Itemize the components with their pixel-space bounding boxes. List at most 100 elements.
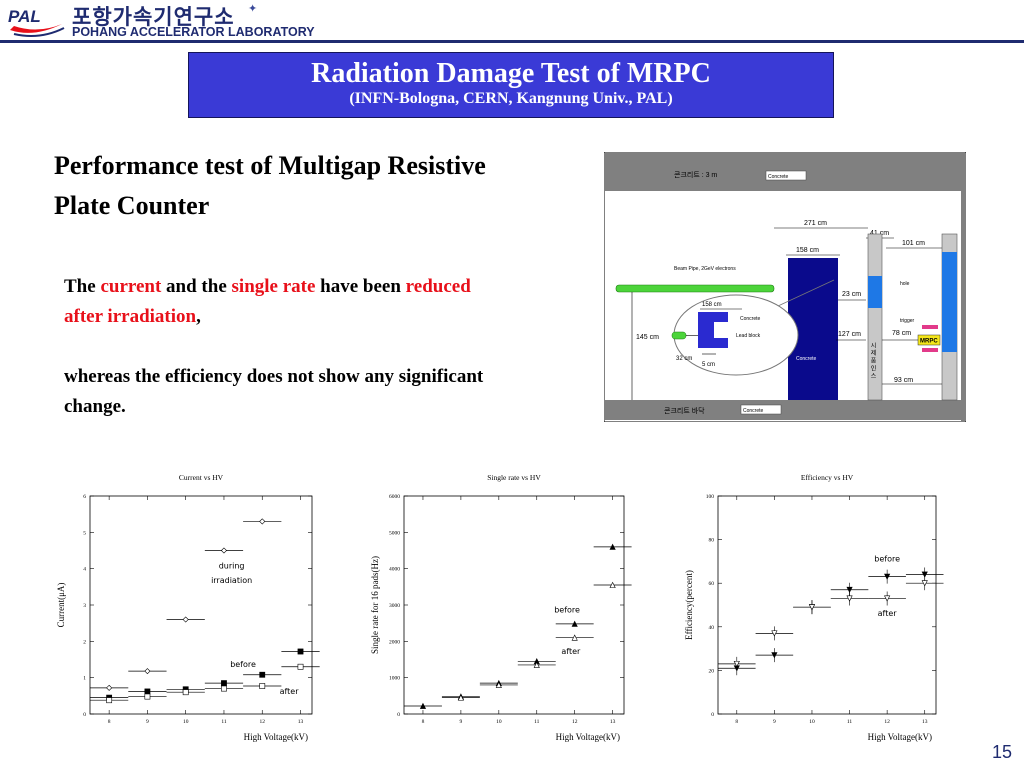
concrete-tag-label: Concrete <box>768 174 789 180</box>
beam-pipe-label: Beam Pipe, 2GeV electrons <box>674 266 736 272</box>
paragraph-current: The current and the single rate have bee… <box>64 272 484 332</box>
chart-annotation: after <box>561 647 581 656</box>
wall-hole <box>868 276 882 308</box>
inset-concrete-label: Concrete <box>740 316 761 322</box>
callout-line <box>777 279 835 307</box>
dim-label-101: 101 cm <box>902 240 925 247</box>
x-tick-label: 12 <box>884 719 890 725</box>
x-tick-label: 11 <box>221 719 227 725</box>
y-axis-label: Current(μA) <box>56 583 66 628</box>
header-divider <box>0 40 1024 43</box>
trigger-label: trigger <box>900 318 915 324</box>
sparkle-icon: ✦ <box>248 2 258 15</box>
dim-label-271: 271 cm <box>804 220 827 227</box>
right-wall-edge <box>961 153 965 421</box>
plot-frame <box>717 495 937 715</box>
y-axis-label: Single rate for 16 pads(Hz) <box>370 556 380 654</box>
lead-block <box>698 312 728 348</box>
y-tick-label: 5 <box>83 530 86 536</box>
y-tick-label: 2 <box>83 639 86 645</box>
dim-label-23: 23 cm <box>842 291 861 298</box>
beam-pipe <box>615 284 775 293</box>
data-point <box>495 681 502 688</box>
x-tick-label: 11 <box>534 719 540 725</box>
detector-window <box>942 252 957 352</box>
header-bar: PAL 포항가속기연구소 ✦ POHANG ACCELERATOR LABORA… <box>0 0 1024 46</box>
concrete-bottom-label: 콘크리트 바닥 <box>664 406 705 415</box>
emphasis-current: current <box>100 276 162 297</box>
concrete-tag-label: Concrete <box>743 408 764 414</box>
chart-annotation: before <box>554 605 580 614</box>
y-tick-label: 100 <box>706 494 715 500</box>
data-point <box>220 547 227 554</box>
text-segment: The <box>64 276 101 297</box>
data-point <box>609 543 616 550</box>
chart-annotation: after <box>878 609 898 618</box>
lab-name: POHANG ACCELERATOR LABORATORY <box>72 25 315 39</box>
data-point <box>144 688 151 695</box>
x-tick-label: 13 <box>610 719 616 725</box>
x-tick-label: 9 <box>773 719 776 725</box>
x-axis-label: High Voltage(kV) <box>556 732 620 742</box>
chart-single-rate-svg: Single rate vs HV 8 9 10 11 12 13 0 1000 2000 3000… <box>370 473 632 742</box>
page-number: 15 <box>991 742 1012 762</box>
x-axis-label: High Voltage(kV) <box>244 732 308 742</box>
body-text: The current and the single rate have bee… <box>64 272 484 422</box>
dim-label-127: 127 cm <box>838 331 861 338</box>
concrete-tag-top <box>765 170 807 181</box>
paragraph-efficiency: whereas the efficiency does not show any… <box>64 366 484 417</box>
y-tick-label: 0 <box>397 712 400 718</box>
chart-annotation: before <box>874 554 900 563</box>
dim-label-41: 41 cm <box>870 230 889 237</box>
x-tick-label: 8 <box>108 719 111 725</box>
data-point <box>571 634 578 641</box>
wall-vertical-label: 시 제 품 인 스 <box>869 342 876 379</box>
y-tick-label: 20 <box>709 668 715 674</box>
plot-frame <box>89 495 313 715</box>
data-point <box>533 661 540 668</box>
trigger-counter-top <box>922 325 938 329</box>
inset-beam-pipe <box>671 331 687 340</box>
data-point <box>846 595 853 602</box>
data-point <box>297 663 304 670</box>
y-tick-label: 3000 <box>389 603 400 609</box>
dim-label-145: 145 cm <box>636 334 659 341</box>
data-point <box>182 616 189 623</box>
x-tick-label: 12 <box>572 719 578 725</box>
y-axis-label: Efficiency(percent) <box>684 570 694 640</box>
chart-efficiency-svg: Efficiency vs HV 8 9 10 11 12 13 0 20 40 60 80 100 Hi… <box>684 473 944 742</box>
x-tick-label: 9 <box>146 719 149 725</box>
data-point <box>259 671 266 678</box>
data-point <box>884 573 891 580</box>
text-segment: and the <box>161 276 232 297</box>
y-tick-label: 80 <box>709 538 715 544</box>
data-point <box>144 693 151 700</box>
data-point <box>571 620 578 627</box>
y-tick-label: 2000 <box>389 639 400 645</box>
y-tick-label: 1 <box>83 676 86 682</box>
dim-label-32: 32 cm <box>676 356 692 362</box>
text-segment: , <box>196 306 201 327</box>
chart-annotation: during <box>219 562 245 571</box>
concrete-floor <box>605 400 961 420</box>
data-point <box>221 680 227 687</box>
data-point <box>733 660 740 668</box>
x-tick-label: 11 <box>847 719 853 725</box>
chart-title: Single rate vs HV <box>487 473 541 482</box>
x-tick-label: 13 <box>922 719 928 725</box>
chart-efficiency: Efficiency vs HV 8 9 10 11 12 13 0 20 40 60 80 100 Hi… <box>680 470 944 748</box>
y-tick-label: 3 <box>83 603 86 609</box>
text-segment: have been <box>315 276 406 297</box>
y-tick-label: 6 <box>83 494 86 500</box>
section-heading: Performance test of Multigap Resistive P… <box>54 151 486 220</box>
chart-title: Efficiency vs HV <box>801 473 854 482</box>
data-point <box>144 668 151 675</box>
data-point <box>921 580 928 587</box>
shield-wall <box>867 233 883 401</box>
data-point <box>884 595 891 602</box>
dim-label-158-top: 158 cm <box>796 247 819 254</box>
x-axis-label: High Voltage(kV) <box>868 732 932 742</box>
dim-label-78: 78 cm <box>892 330 911 337</box>
mrpc-label: MRPC <box>920 339 938 345</box>
